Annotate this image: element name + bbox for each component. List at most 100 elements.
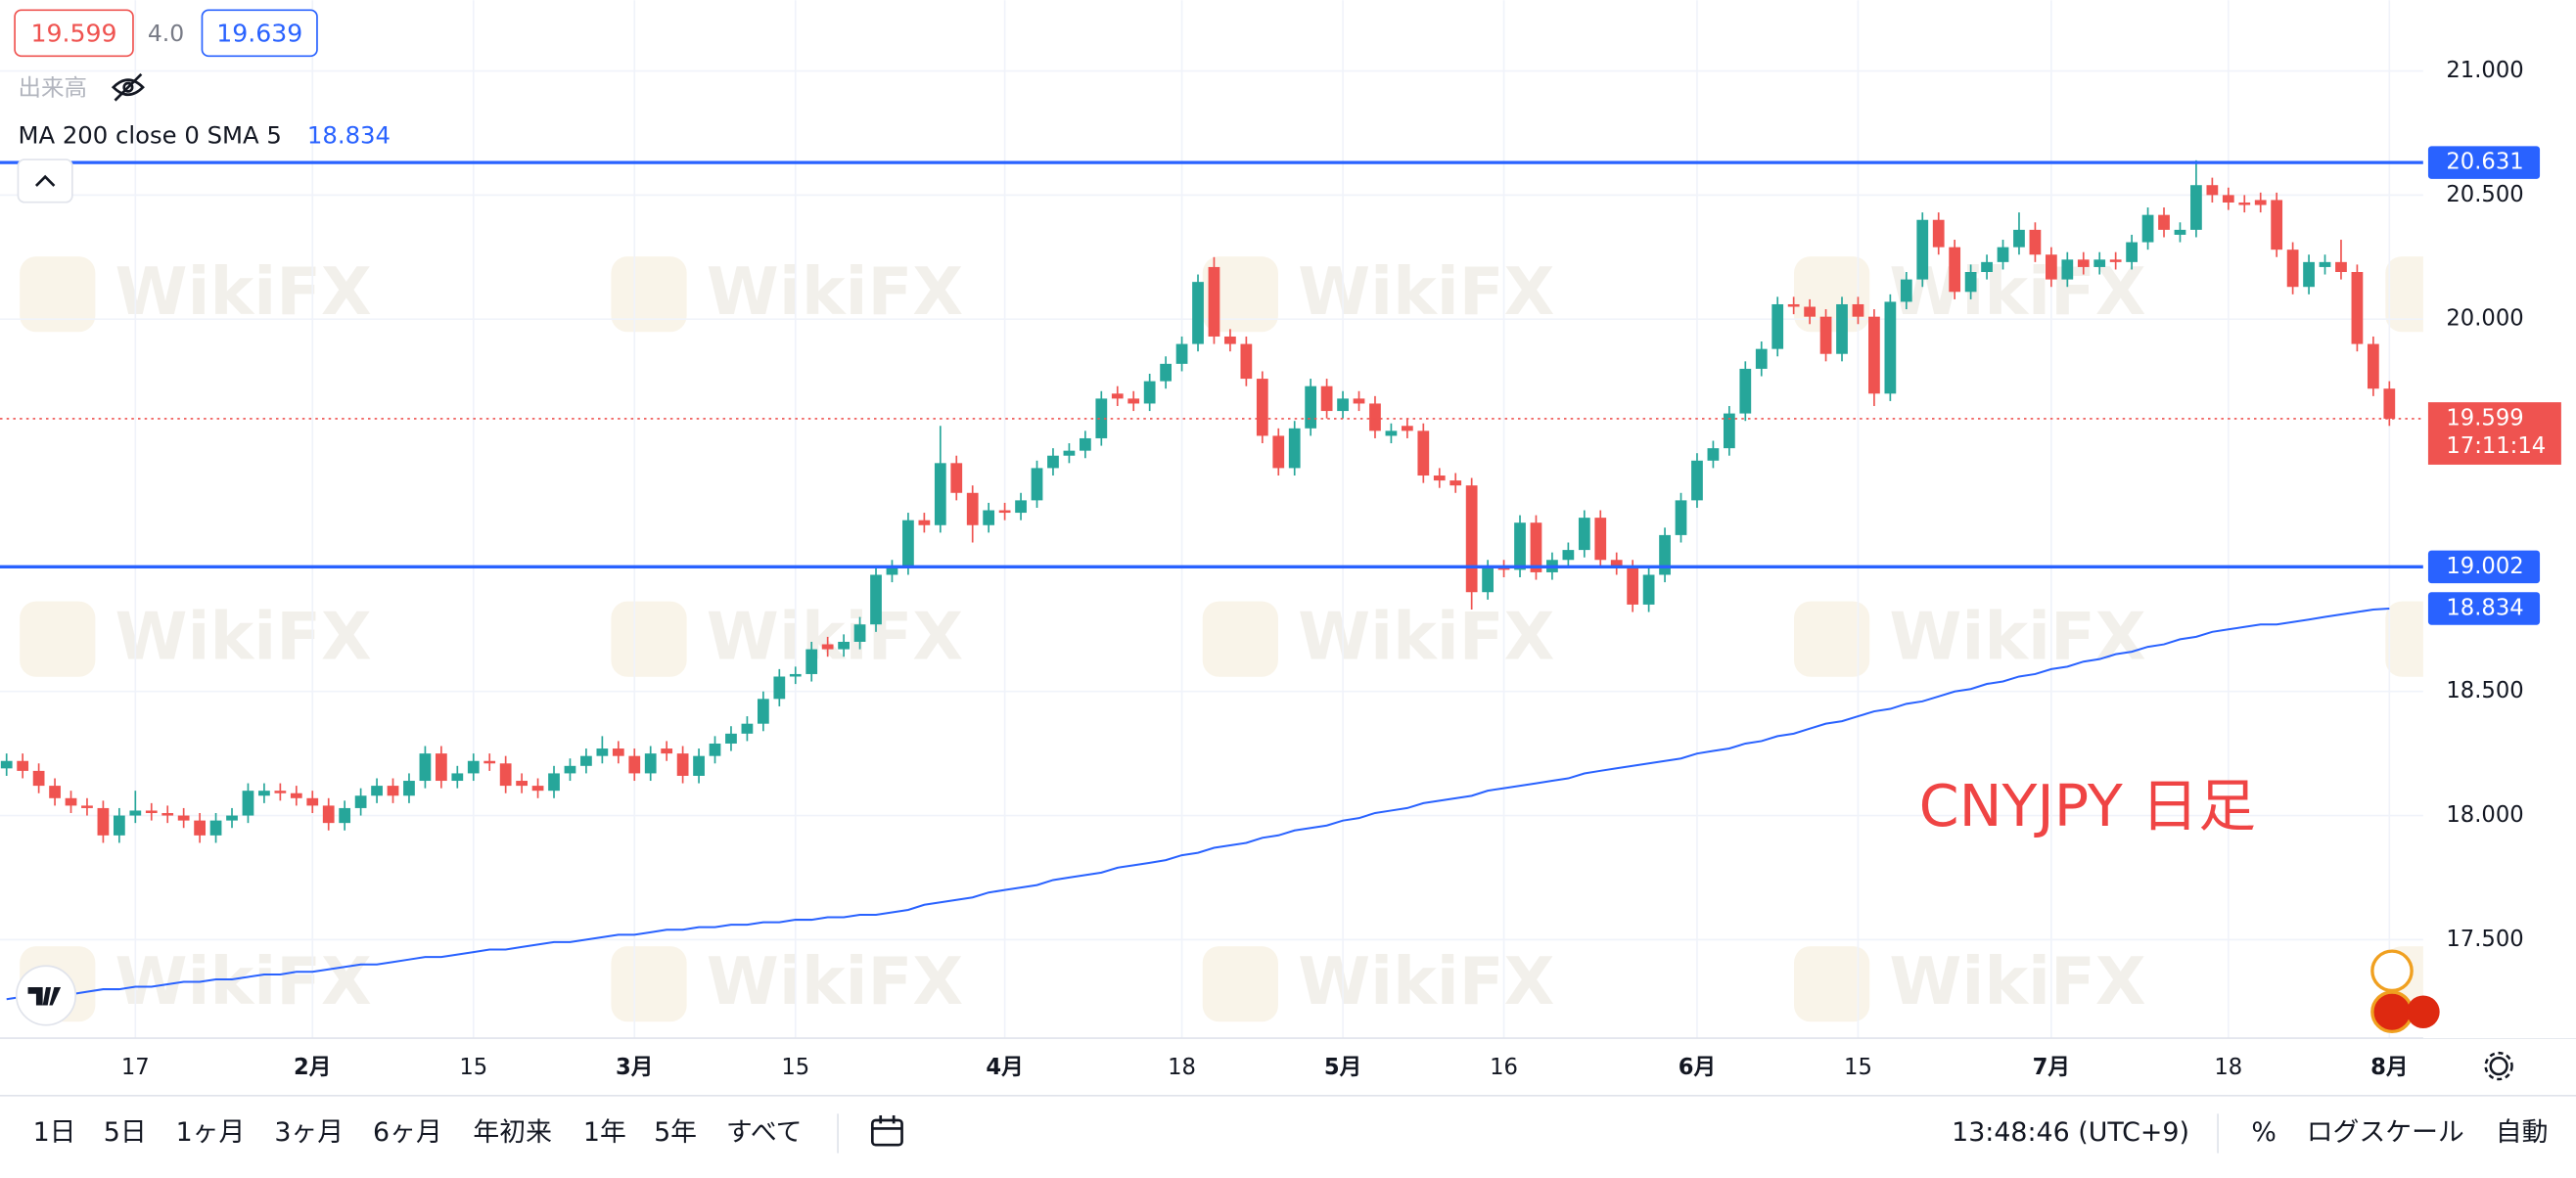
candle-body	[1256, 379, 1268, 436]
candle-body	[258, 791, 270, 796]
plot	[0, 159, 2423, 1001]
range-button[interactable]: すべて	[726, 1117, 803, 1148]
range-button[interactable]: 5日	[104, 1117, 147, 1148]
range-button[interactable]: 5年	[654, 1117, 697, 1148]
candle-body	[209, 820, 222, 836]
ask-box[interactable]	[201, 9, 318, 58]
hidden-icon[interactable]	[111, 72, 145, 102]
watermark: WikiFX	[707, 253, 963, 330]
watermark-icon	[611, 601, 687, 677]
candle-body	[1659, 534, 1671, 575]
candle-body	[2319, 261, 2331, 267]
candle-body	[2303, 261, 2315, 288]
candle-body	[757, 699, 769, 724]
candle-body	[2093, 259, 2106, 267]
watermark-icon	[1794, 946, 1870, 1022]
log-toggle[interactable]: ログスケール	[2307, 1117, 2464, 1148]
grid	[0, 0, 2423, 1039]
candle-body	[1192, 282, 1204, 344]
watermark: WikiFX	[115, 943, 372, 1019]
candle-body	[1417, 430, 1430, 476]
range-button[interactable]: 1ヶ月	[176, 1117, 246, 1148]
candle-body	[1819, 316, 1832, 354]
candle-body	[1610, 560, 1623, 567]
candle-body	[387, 786, 399, 796]
settings-icon[interactable]	[2484, 1051, 2513, 1081]
candle-body	[451, 773, 464, 782]
candle-body	[1433, 476, 1446, 481]
watermark-icon	[1202, 256, 1278, 333]
candle-body	[2077, 259, 2090, 267]
candle-body	[1063, 450, 1076, 456]
candle-body	[1497, 566, 1510, 570]
x-tick-label: 6月	[1679, 1055, 1716, 1080]
price-line-label: 20.631	[2446, 150, 2523, 175]
candle-body	[853, 624, 866, 642]
candle-body	[242, 791, 254, 816]
range-button[interactable]: 6ヶ月	[373, 1117, 442, 1148]
candle-body	[2141, 214, 2154, 243]
y-tick-label: 18.000	[2446, 802, 2523, 828]
range-button[interactable]: 年初来	[473, 1117, 552, 1148]
watermark: WikiFX	[1298, 598, 1554, 674]
candle-body	[628, 755, 641, 774]
price-line-label: 19.002	[2446, 554, 2523, 579]
candle-body	[1224, 336, 1236, 344]
range-button[interactable]: 1日	[33, 1117, 76, 1148]
candle-body	[2174, 229, 2186, 235]
candle-body	[306, 797, 319, 806]
candle-body	[1240, 343, 1253, 380]
last-price-label: 19.599	[2446, 405, 2523, 430]
candle-body	[1160, 363, 1172, 382]
candle-body	[1642, 574, 1655, 605]
bid-box[interactable]	[14, 9, 134, 58]
watermark: WikiFX	[707, 943, 963, 1019]
watermark-icon	[611, 946, 687, 1022]
candle-body	[1739, 368, 1752, 414]
percent-toggle[interactable]: %	[2251, 1117, 2277, 1148]
flag-icon[interactable]	[2407, 995, 2440, 1029]
candle-body	[1900, 279, 1912, 302]
candle-body	[499, 763, 512, 787]
candle-body	[1771, 303, 1784, 349]
candle-body	[644, 753, 657, 774]
candle-body	[886, 566, 898, 575]
candle-body	[838, 641, 850, 650]
auto-toggle[interactable]: 自動	[2496, 1117, 2549, 1148]
candle-body	[934, 463, 946, 525]
range-button[interactable]: 3ヶ月	[274, 1117, 344, 1148]
candle-body	[65, 797, 77, 806]
candle-body	[1208, 266, 1220, 337]
candle-body	[1787, 303, 1800, 307]
candle-body	[983, 510, 995, 525]
candle-body	[113, 815, 125, 836]
candle-body	[226, 815, 238, 821]
candle-body	[1079, 437, 1091, 451]
watermark: WikiFX	[1298, 253, 1554, 330]
collapse-button[interactable]	[17, 159, 73, 204]
event-icon[interactable]	[2370, 949, 2414, 993]
watermark-icon	[1202, 946, 1278, 1022]
watermark: WikiFX	[115, 598, 372, 674]
candle-body	[2190, 185, 2202, 230]
candle-body	[2286, 249, 2299, 288]
calendar-icon[interactable]	[870, 1114, 903, 1147]
candle-body	[1627, 566, 1639, 605]
candle-body	[2013, 229, 2025, 248]
candle-body	[1578, 518, 1590, 551]
range-button[interactable]: 1年	[583, 1117, 626, 1148]
watermark-icon	[20, 256, 96, 333]
x-tick-label: 18	[2214, 1055, 2242, 1080]
candle-body	[1916, 219, 1929, 280]
candle-body	[1337, 398, 1349, 412]
candle-body	[1272, 435, 1285, 469]
flag-icon[interactable]	[2370, 990, 2414, 1034]
candle-body	[322, 805, 335, 824]
candle-body	[998, 510, 1011, 514]
watermark: WikiFX	[115, 253, 372, 330]
candle-body	[2367, 343, 2379, 389]
x-tick-label: 8月	[2370, 1055, 2408, 1080]
candle-body	[661, 748, 673, 754]
candle-body	[821, 644, 834, 650]
